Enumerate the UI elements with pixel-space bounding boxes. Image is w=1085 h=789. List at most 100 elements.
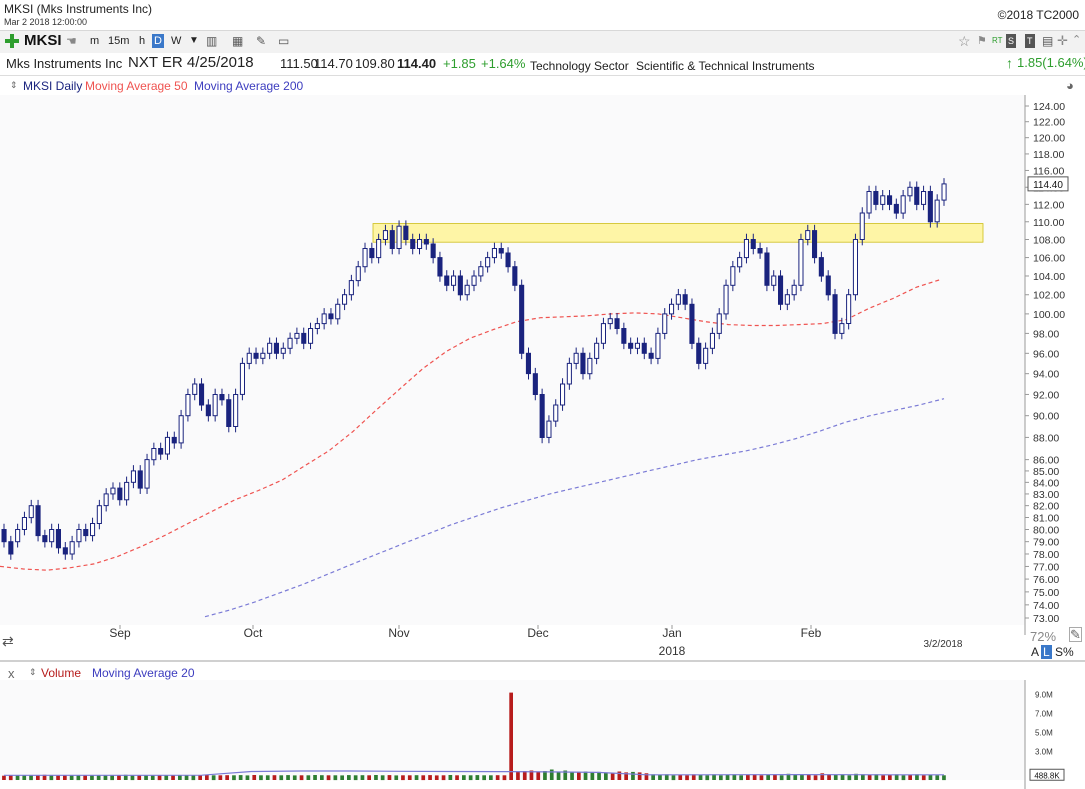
volume-chart[interactable]: 9.0M 7.0M 5.0M 3.0M 488.8K — [0, 680, 1085, 789]
plus-icon[interactable] — [4, 33, 20, 49]
scale-l-button[interactable]: L — [1041, 645, 1052, 659]
volume-bar — [286, 775, 290, 780]
price-legend-symbol[interactable]: MKSI Daily — [23, 79, 83, 93]
save-icon[interactable]: ▤ — [1042, 34, 1054, 48]
candle-body — [519, 284, 525, 354]
layout-icon[interactable]: ▦ — [232, 34, 244, 48]
candle-body — [580, 352, 586, 375]
volume-bar — [462, 775, 466, 780]
candle-body — [103, 493, 109, 507]
volume-bar — [908, 774, 912, 780]
candle-body — [887, 195, 893, 205]
timeframe-h[interactable]: h — [139, 35, 146, 47]
t-button[interactable]: T — [1025, 34, 1035, 48]
realtime-label[interactable]: RT — [992, 36, 1003, 45]
timeframe-w[interactable]: W — [171, 35, 182, 47]
next-earnings: NXT ER 4/25/2018 — [128, 54, 254, 71]
volume-bar — [8, 775, 13, 781]
collapse-icon[interactable]: ⌃ — [1072, 34, 1082, 46]
volume-tick-label: 7.0M — [1035, 710, 1053, 719]
volume-bar — [407, 775, 412, 780]
menu-arrows-icon[interactable]: ⇕ — [10, 80, 18, 90]
candle-body — [846, 294, 852, 324]
volume-bar — [759, 775, 764, 781]
note-icon[interactable]: ▭ — [278, 34, 290, 48]
crosshair-icon[interactable]: ✛ — [1057, 33, 1068, 48]
price-legend-ma50[interactable]: Moving Average 50 — [85, 79, 188, 93]
candle-body — [212, 394, 218, 417]
pencil-edit-icon[interactable]: ✎ — [1069, 627, 1082, 642]
volume-legend-ma20[interactable]: Moving Average 20 — [92, 666, 195, 680]
toolbar: MKSI ☚ m 15m h D W ▼ ▥ ▦ ✎ ▭ ☆ ⚑ RT S T … — [0, 30, 1085, 54]
volume-bar — [137, 775, 142, 780]
volume-bar — [36, 775, 40, 780]
chevron-down-icon[interactable]: ▼ — [189, 35, 199, 46]
scale-a-button[interactable]: A — [1031, 645, 1040, 659]
candle-body — [199, 383, 205, 406]
symbol-field[interactable]: MKSI — [24, 32, 62, 49]
volume-bar — [725, 774, 730, 780]
candle-body — [771, 275, 777, 286]
candle-body — [423, 239, 429, 245]
volume-bar — [340, 775, 344, 780]
candle-body — [825, 275, 831, 296]
volume-bar — [712, 774, 716, 780]
volume-bar — [779, 775, 784, 781]
title-bar: MKSI (Mks Instruments Inc) Mar 2 2018 12… — [0, 0, 1085, 30]
s-button[interactable]: S — [1006, 34, 1017, 48]
zoom-level[interactable]: 72% — [1030, 629, 1057, 644]
volume-bar — [110, 775, 114, 781]
volume-bar — [421, 775, 426, 781]
volume-close-button[interactable]: x — [8, 666, 15, 681]
volume-bar — [164, 775, 169, 780]
candle-body — [164, 436, 170, 455]
x-month-label: Dec — [527, 626, 548, 640]
flag-icon[interactable]: ⚑ — [977, 35, 987, 47]
hand-icon[interactable]: ☚ — [66, 34, 77, 48]
volume-bar — [468, 775, 473, 781]
panel-divider[interactable] — [0, 660, 1085, 662]
date-label: 3/2/2018 — [924, 639, 963, 650]
candle-body — [696, 342, 702, 364]
timeframe-d[interactable]: D — [152, 34, 164, 48]
timeframe-m[interactable]: m — [90, 35, 100, 47]
candle-body — [750, 239, 756, 249]
candle-body — [219, 394, 225, 401]
candle-body — [573, 352, 579, 364]
quote-bar: Mks Instruments Inc NXT ER 4/25/2018 111… — [0, 53, 1085, 76]
volume-bar — [353, 775, 358, 781]
pencil-icon[interactable]: ✎ — [256, 34, 267, 48]
candle-body — [553, 404, 559, 422]
candle-body — [451, 275, 457, 286]
candle-body — [464, 284, 470, 296]
candle-body — [655, 332, 661, 359]
price-legend-ma200[interactable]: Moving Average 200 — [194, 79, 304, 93]
volume-bar — [414, 775, 419, 780]
candle-body — [784, 294, 790, 305]
candle-body — [130, 470, 136, 483]
volume-bar — [306, 775, 311, 780]
sync-icon[interactable]: ⇄ — [2, 633, 14, 649]
candle-body — [55, 529, 62, 549]
candle-body — [778, 275, 784, 305]
candle-body — [600, 323, 607, 344]
scale-pct-button[interactable]: S% — [1055, 645, 1074, 659]
volume-bar — [448, 775, 453, 780]
star-icon[interactable]: ☆ — [958, 33, 971, 49]
timeframe-15m[interactable]: 15m — [108, 35, 130, 47]
price-chart[interactable]: 73.0074.0075.0076.0077.0078.0079.0080.00… — [0, 95, 1085, 660]
volume-bar — [881, 775, 885, 781]
palette-icon[interactable]: ◕ — [1066, 78, 1074, 93]
volume-bar — [482, 775, 486, 781]
volume-legend-label[interactable]: Volume — [41, 666, 82, 680]
candle-body — [389, 230, 395, 250]
volume-menu-icon[interactable]: ⇕ — [29, 667, 37, 677]
candle-body — [8, 541, 14, 555]
volume-bar — [69, 775, 74, 780]
chart-type-icon[interactable]: ▥ — [206, 34, 218, 48]
candle-body — [812, 230, 818, 259]
volume-bar — [691, 774, 696, 780]
candle-body — [505, 252, 511, 268]
candle-body — [90, 523, 96, 537]
volume-bar — [2, 775, 6, 780]
